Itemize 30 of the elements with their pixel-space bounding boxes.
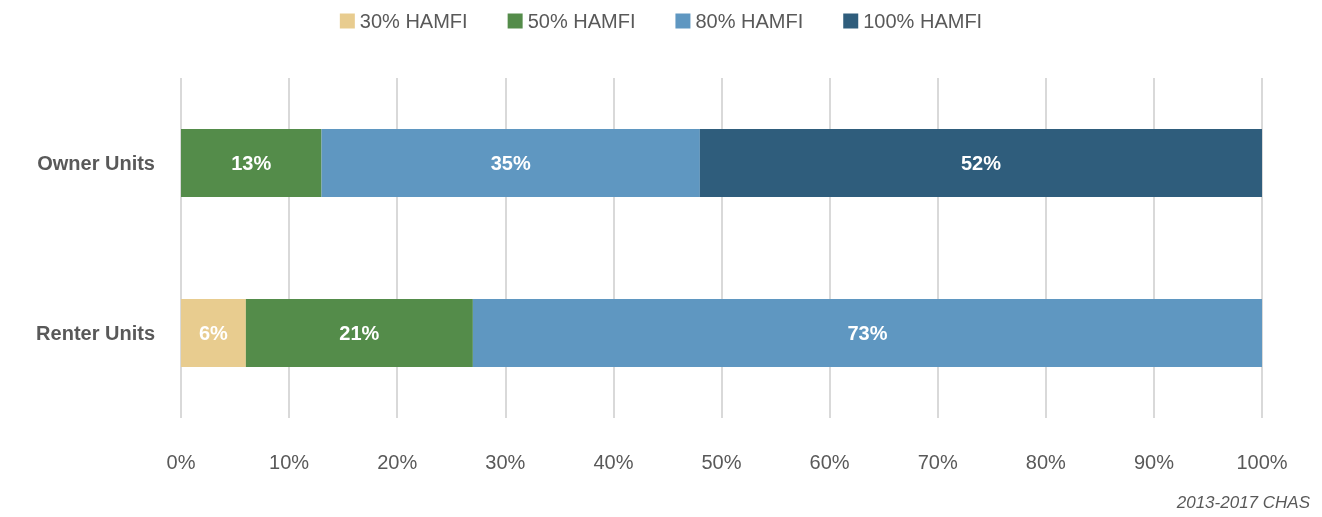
data-label: 21% xyxy=(339,322,380,344)
text: 2013-2017 CHAS xyxy=(1175,493,1311,512)
x-tick-label: 10% xyxy=(269,451,310,473)
bar xyxy=(472,299,1262,367)
x-tick-label: 20% xyxy=(377,451,418,473)
bar xyxy=(245,299,473,367)
y-tick-label: Owner Units xyxy=(37,152,155,174)
x-tick-label: 80% xyxy=(1025,451,1067,473)
bar xyxy=(181,299,246,367)
x-tick-label: 30% xyxy=(485,451,526,473)
x-tick-label: 40% xyxy=(593,451,634,473)
legend-label: 100% HAMFI xyxy=(863,10,983,32)
x-tick-label: 50% xyxy=(701,451,742,473)
x-tick-label: 0% xyxy=(166,451,196,473)
data-label: 52% xyxy=(960,152,1002,174)
x-tick-label: 100% xyxy=(1236,451,1288,473)
legend-label: 80% HAMFI xyxy=(695,10,804,32)
bar xyxy=(321,129,700,197)
x-tick-label: 60% xyxy=(809,451,850,473)
bar xyxy=(181,129,322,197)
data-label: 73% xyxy=(847,322,888,344)
y-tick-label: Renter Units xyxy=(36,322,155,344)
x-tick-label: 90% xyxy=(1133,451,1175,473)
data-label: 6% xyxy=(198,322,229,344)
legend-label: 30% HAMFI xyxy=(359,10,468,32)
bar xyxy=(699,129,1262,197)
x-tick-label: 70% xyxy=(917,451,958,473)
data-label: 35% xyxy=(490,152,531,174)
legend-label: 50% HAMFI xyxy=(527,10,636,32)
data-label: 13% xyxy=(231,152,272,174)
